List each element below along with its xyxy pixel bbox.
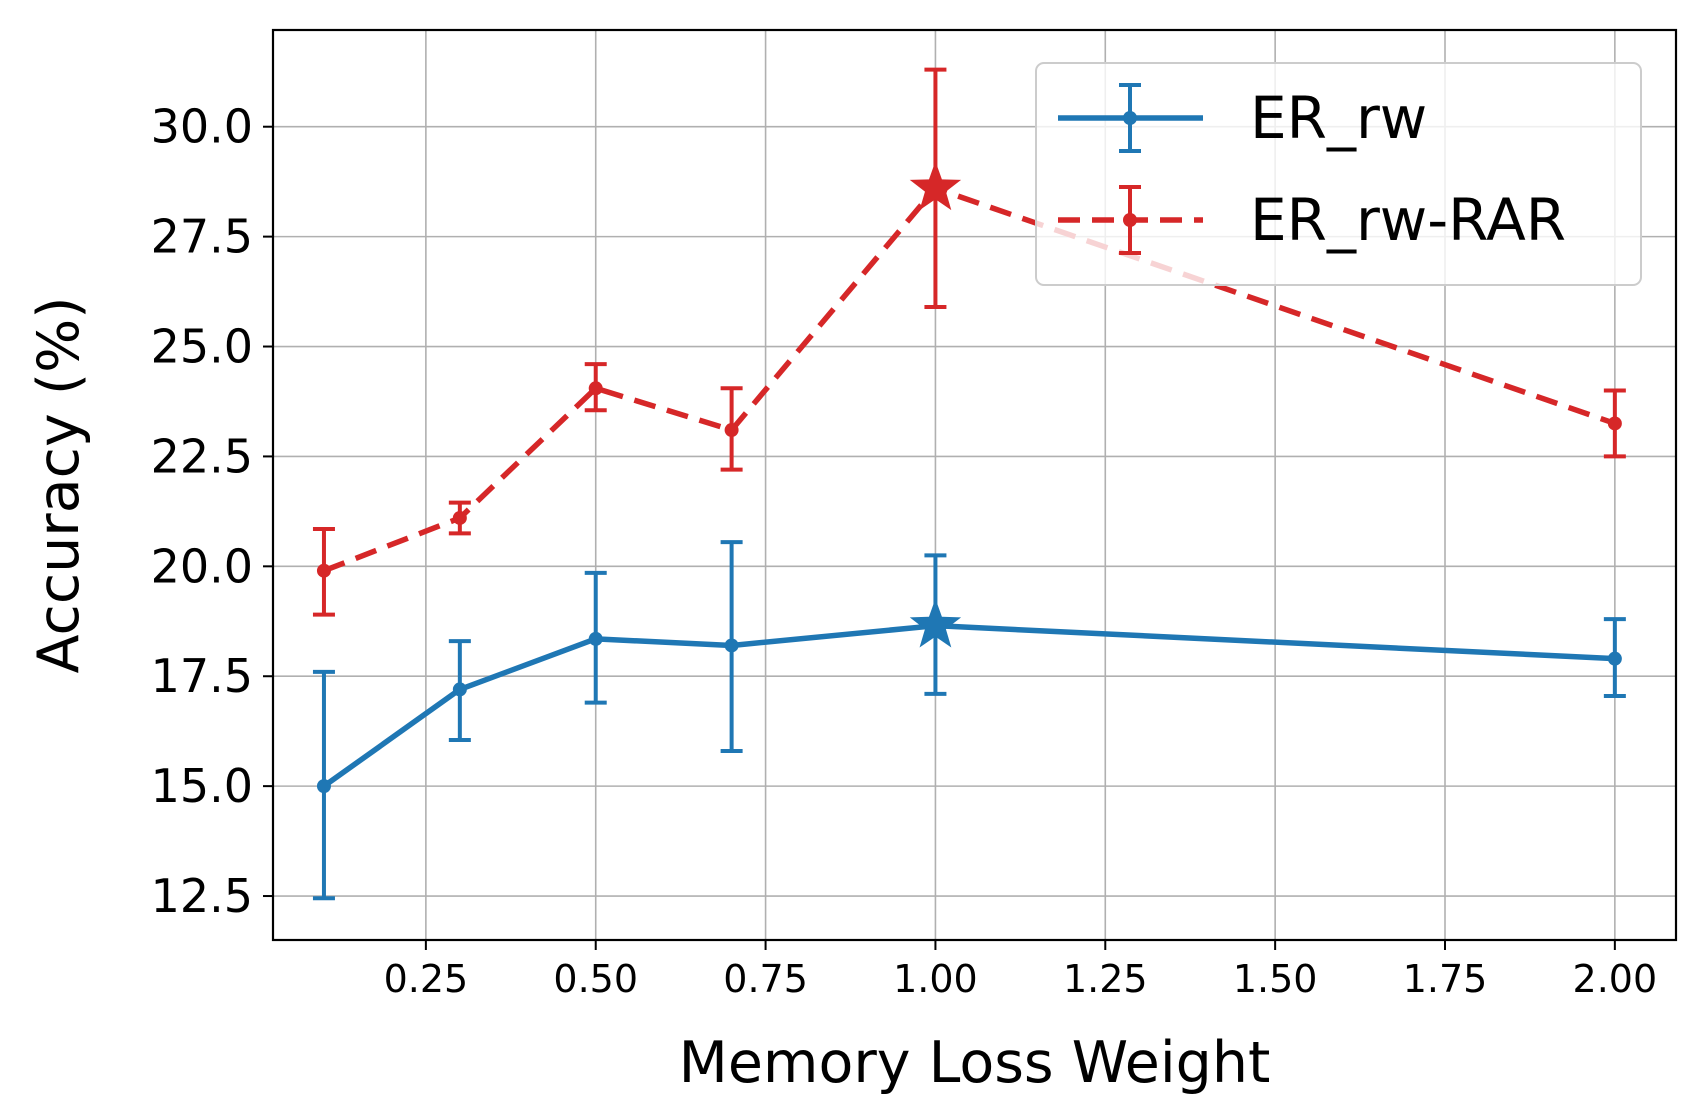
x-tick-label-1: 0.50 xyxy=(553,957,638,1001)
legend-marker-0 xyxy=(1123,111,1137,125)
y-tick-label-1: 15.0 xyxy=(151,759,253,813)
data-point-0-1 xyxy=(452,682,467,697)
y-tick-label-5: 25.0 xyxy=(151,320,253,374)
highlight-star-1 xyxy=(909,161,962,211)
legend-entry-1: ER_rw-RAR xyxy=(1058,185,1566,255)
highlight-star-0 xyxy=(909,598,962,648)
y-tick-label-0: 12.5 xyxy=(151,869,253,923)
data-point-1-5 xyxy=(1607,416,1622,431)
series-1 xyxy=(312,67,1626,617)
legend-label-1: ER_rw-RAR xyxy=(1250,186,1566,254)
x-tick-label-4: 1.25 xyxy=(1063,957,1148,1001)
data-point-1-2 xyxy=(588,381,603,396)
y-tick-label-7: 30.0 xyxy=(151,100,253,154)
legend-marker-1 xyxy=(1123,213,1137,227)
x-tick-label-5: 1.50 xyxy=(1233,957,1318,1001)
data-point-0-0 xyxy=(316,779,331,794)
legend: ER_rw ER_rw-RAR xyxy=(1035,62,1642,286)
y-tick-label-4: 22.5 xyxy=(151,429,253,483)
data-point-0-3 xyxy=(724,638,739,653)
legend-label-0: ER_rw xyxy=(1250,84,1427,152)
x-tick-label-3: 1.00 xyxy=(893,957,978,1001)
data-point-1-0 xyxy=(316,563,331,578)
x-axis-title: Memory Loss Weight xyxy=(679,1030,1271,1096)
x-tick-label-7: 2.00 xyxy=(1573,957,1658,1001)
y-tick-label-6: 27.5 xyxy=(151,210,253,264)
series-line-0 xyxy=(322,622,1615,789)
y-tick-label-2: 17.5 xyxy=(151,649,253,703)
x-tick-label-6: 1.75 xyxy=(1403,957,1488,1001)
plot-frame xyxy=(271,28,1678,942)
x-tick-label-0: 0.25 xyxy=(384,957,469,1001)
series-layer xyxy=(312,67,1626,901)
ticks: 0.25 0.50 0.75 1.00 1.25 1.50 1.75 2.00 12.5 15.0… xyxy=(151,100,1658,1001)
x-tick-label-2: 0.75 xyxy=(723,957,808,1001)
series-0 xyxy=(312,540,1626,901)
series-line-1 xyxy=(322,185,1616,574)
legend-entry-0: ER_rw xyxy=(1058,83,1427,153)
data-point-0-2 xyxy=(588,631,603,646)
data-point-1-3 xyxy=(724,423,739,438)
data-point-0-5 xyxy=(1607,651,1622,666)
y-tick-label-3: 20.0 xyxy=(151,539,253,593)
y-axis-title: Accuracy (%) xyxy=(26,297,92,674)
data-point-1-1 xyxy=(452,510,467,525)
